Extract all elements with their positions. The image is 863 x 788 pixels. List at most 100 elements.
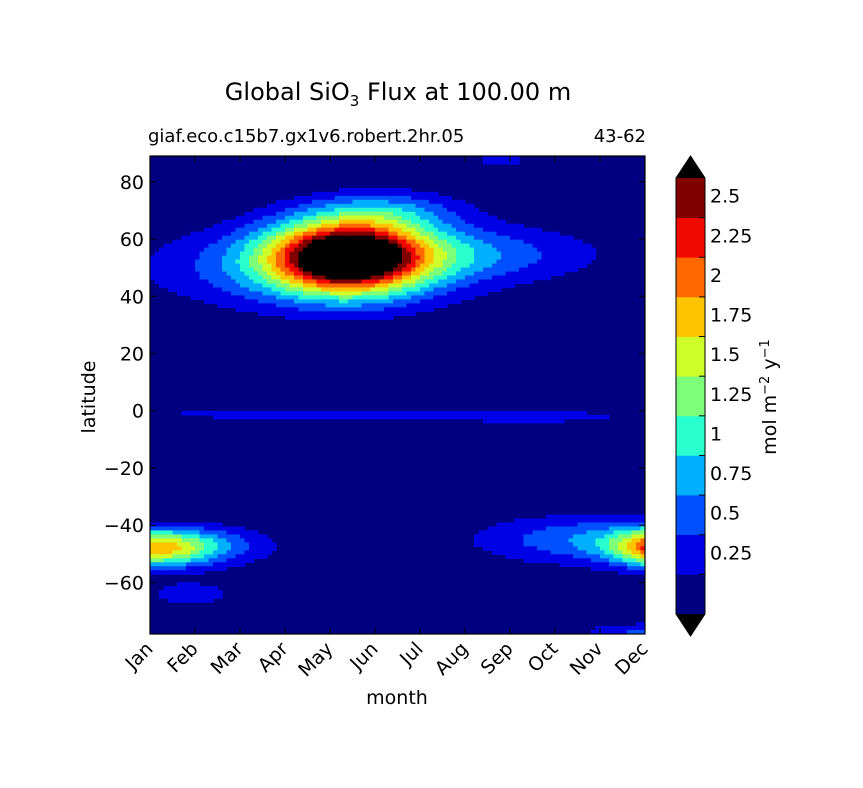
contour-cell bbox=[249, 271, 255, 277]
contour-cell bbox=[546, 239, 552, 245]
contour-cell bbox=[393, 271, 399, 277]
contour-cell bbox=[226, 251, 232, 257]
contour-cell bbox=[204, 279, 210, 285]
contour-cell bbox=[276, 295, 282, 300]
contour-cell bbox=[465, 414, 471, 420]
contour-cell bbox=[181, 550, 187, 555]
contour-cell bbox=[451, 227, 457, 233]
contour-cell bbox=[343, 311, 349, 316]
contour-cell bbox=[249, 546, 255, 551]
contour-cell bbox=[510, 223, 516, 229]
contour-cell bbox=[190, 279, 196, 285]
contour-cell bbox=[325, 271, 331, 277]
contour-cell bbox=[208, 271, 214, 277]
contour-cell bbox=[505, 550, 511, 555]
contour-cell bbox=[577, 522, 583, 528]
contour-cell bbox=[172, 558, 178, 563]
contour-cell bbox=[181, 590, 187, 595]
contour-cell bbox=[640, 538, 645, 543]
contour-cell bbox=[334, 307, 340, 312]
contour-cell bbox=[460, 279, 466, 285]
contour-cell bbox=[280, 203, 286, 209]
contour-cell bbox=[177, 267, 183, 273]
contour-cell bbox=[577, 251, 583, 257]
contour-cell bbox=[393, 263, 399, 269]
contour-cell bbox=[438, 231, 444, 237]
contour-cell bbox=[375, 255, 381, 261]
contour-cell bbox=[546, 558, 552, 563]
contour-cell bbox=[276, 263, 282, 269]
contour-cell bbox=[577, 243, 583, 249]
contour-cell bbox=[424, 303, 430, 308]
contour-cell bbox=[631, 538, 637, 543]
contour-cell bbox=[271, 542, 277, 547]
contour-cell bbox=[352, 191, 358, 197]
contour-cell bbox=[393, 207, 399, 213]
contour-cell bbox=[280, 247, 286, 253]
contour-cell bbox=[312, 199, 318, 205]
contour-cell bbox=[204, 299, 210, 304]
contour-cell bbox=[424, 195, 430, 201]
contour-cell bbox=[415, 275, 421, 281]
contour-cell bbox=[235, 283, 241, 289]
contour-cell bbox=[204, 550, 210, 555]
contour-cell bbox=[384, 263, 390, 269]
contour-cell bbox=[222, 410, 228, 416]
contour-cell bbox=[388, 219, 394, 225]
contour-cell bbox=[312, 203, 318, 209]
contour-cell bbox=[213, 243, 219, 249]
contour-cell bbox=[271, 247, 277, 253]
contour-cell bbox=[361, 239, 367, 245]
contour-cell bbox=[492, 243, 498, 249]
contour-cell bbox=[244, 219, 250, 225]
contour-cell bbox=[433, 287, 439, 293]
contour-cell bbox=[267, 243, 273, 249]
contour-cell bbox=[379, 227, 385, 233]
contour-cell bbox=[339, 275, 345, 281]
contour-cell bbox=[591, 630, 597, 634]
contour-cell bbox=[177, 566, 183, 571]
contour-cell bbox=[177, 542, 183, 547]
contour-cell bbox=[352, 271, 358, 277]
contour-cell bbox=[325, 279, 331, 285]
contour-cell bbox=[487, 410, 493, 416]
contour-cell bbox=[316, 231, 322, 237]
contour-cell bbox=[429, 279, 435, 285]
contour-cell bbox=[253, 291, 259, 297]
contour-cell bbox=[501, 231, 507, 237]
y-tick-label: 0 bbox=[132, 401, 144, 423]
contour-cell bbox=[469, 231, 475, 237]
contour-cell bbox=[465, 219, 471, 225]
contour-cell bbox=[253, 227, 259, 233]
contour-cell bbox=[199, 247, 205, 253]
contour-cell bbox=[415, 199, 421, 205]
contour-cell bbox=[388, 203, 394, 209]
contour-cell bbox=[199, 570, 205, 575]
contour-cell bbox=[294, 207, 300, 213]
contour-cell bbox=[316, 239, 322, 245]
contour-cell bbox=[496, 526, 502, 532]
contour-cell bbox=[181, 279, 187, 285]
contour-cell bbox=[460, 283, 466, 289]
contour-cell bbox=[298, 223, 304, 229]
contour-cell bbox=[303, 231, 309, 237]
contour-cell bbox=[217, 410, 223, 416]
contour-cell bbox=[253, 259, 259, 265]
contour-cell bbox=[564, 414, 570, 420]
contour-cell bbox=[402, 307, 408, 312]
contour-cell bbox=[375, 315, 381, 320]
contour-cell bbox=[627, 570, 633, 575]
contour-cell bbox=[231, 550, 237, 555]
contour-cell bbox=[217, 279, 223, 285]
contour-cell bbox=[559, 526, 565, 532]
contour-cell bbox=[379, 287, 385, 293]
contour-cell bbox=[447, 203, 453, 209]
contour-cell bbox=[393, 227, 399, 233]
contour-cell bbox=[447, 275, 453, 281]
contour-cell bbox=[492, 275, 498, 281]
contour-cell bbox=[168, 566, 174, 571]
contour-cell bbox=[172, 279, 178, 285]
contour-cell bbox=[573, 546, 579, 551]
contour-cell bbox=[541, 526, 547, 532]
contour-cell bbox=[568, 550, 574, 555]
